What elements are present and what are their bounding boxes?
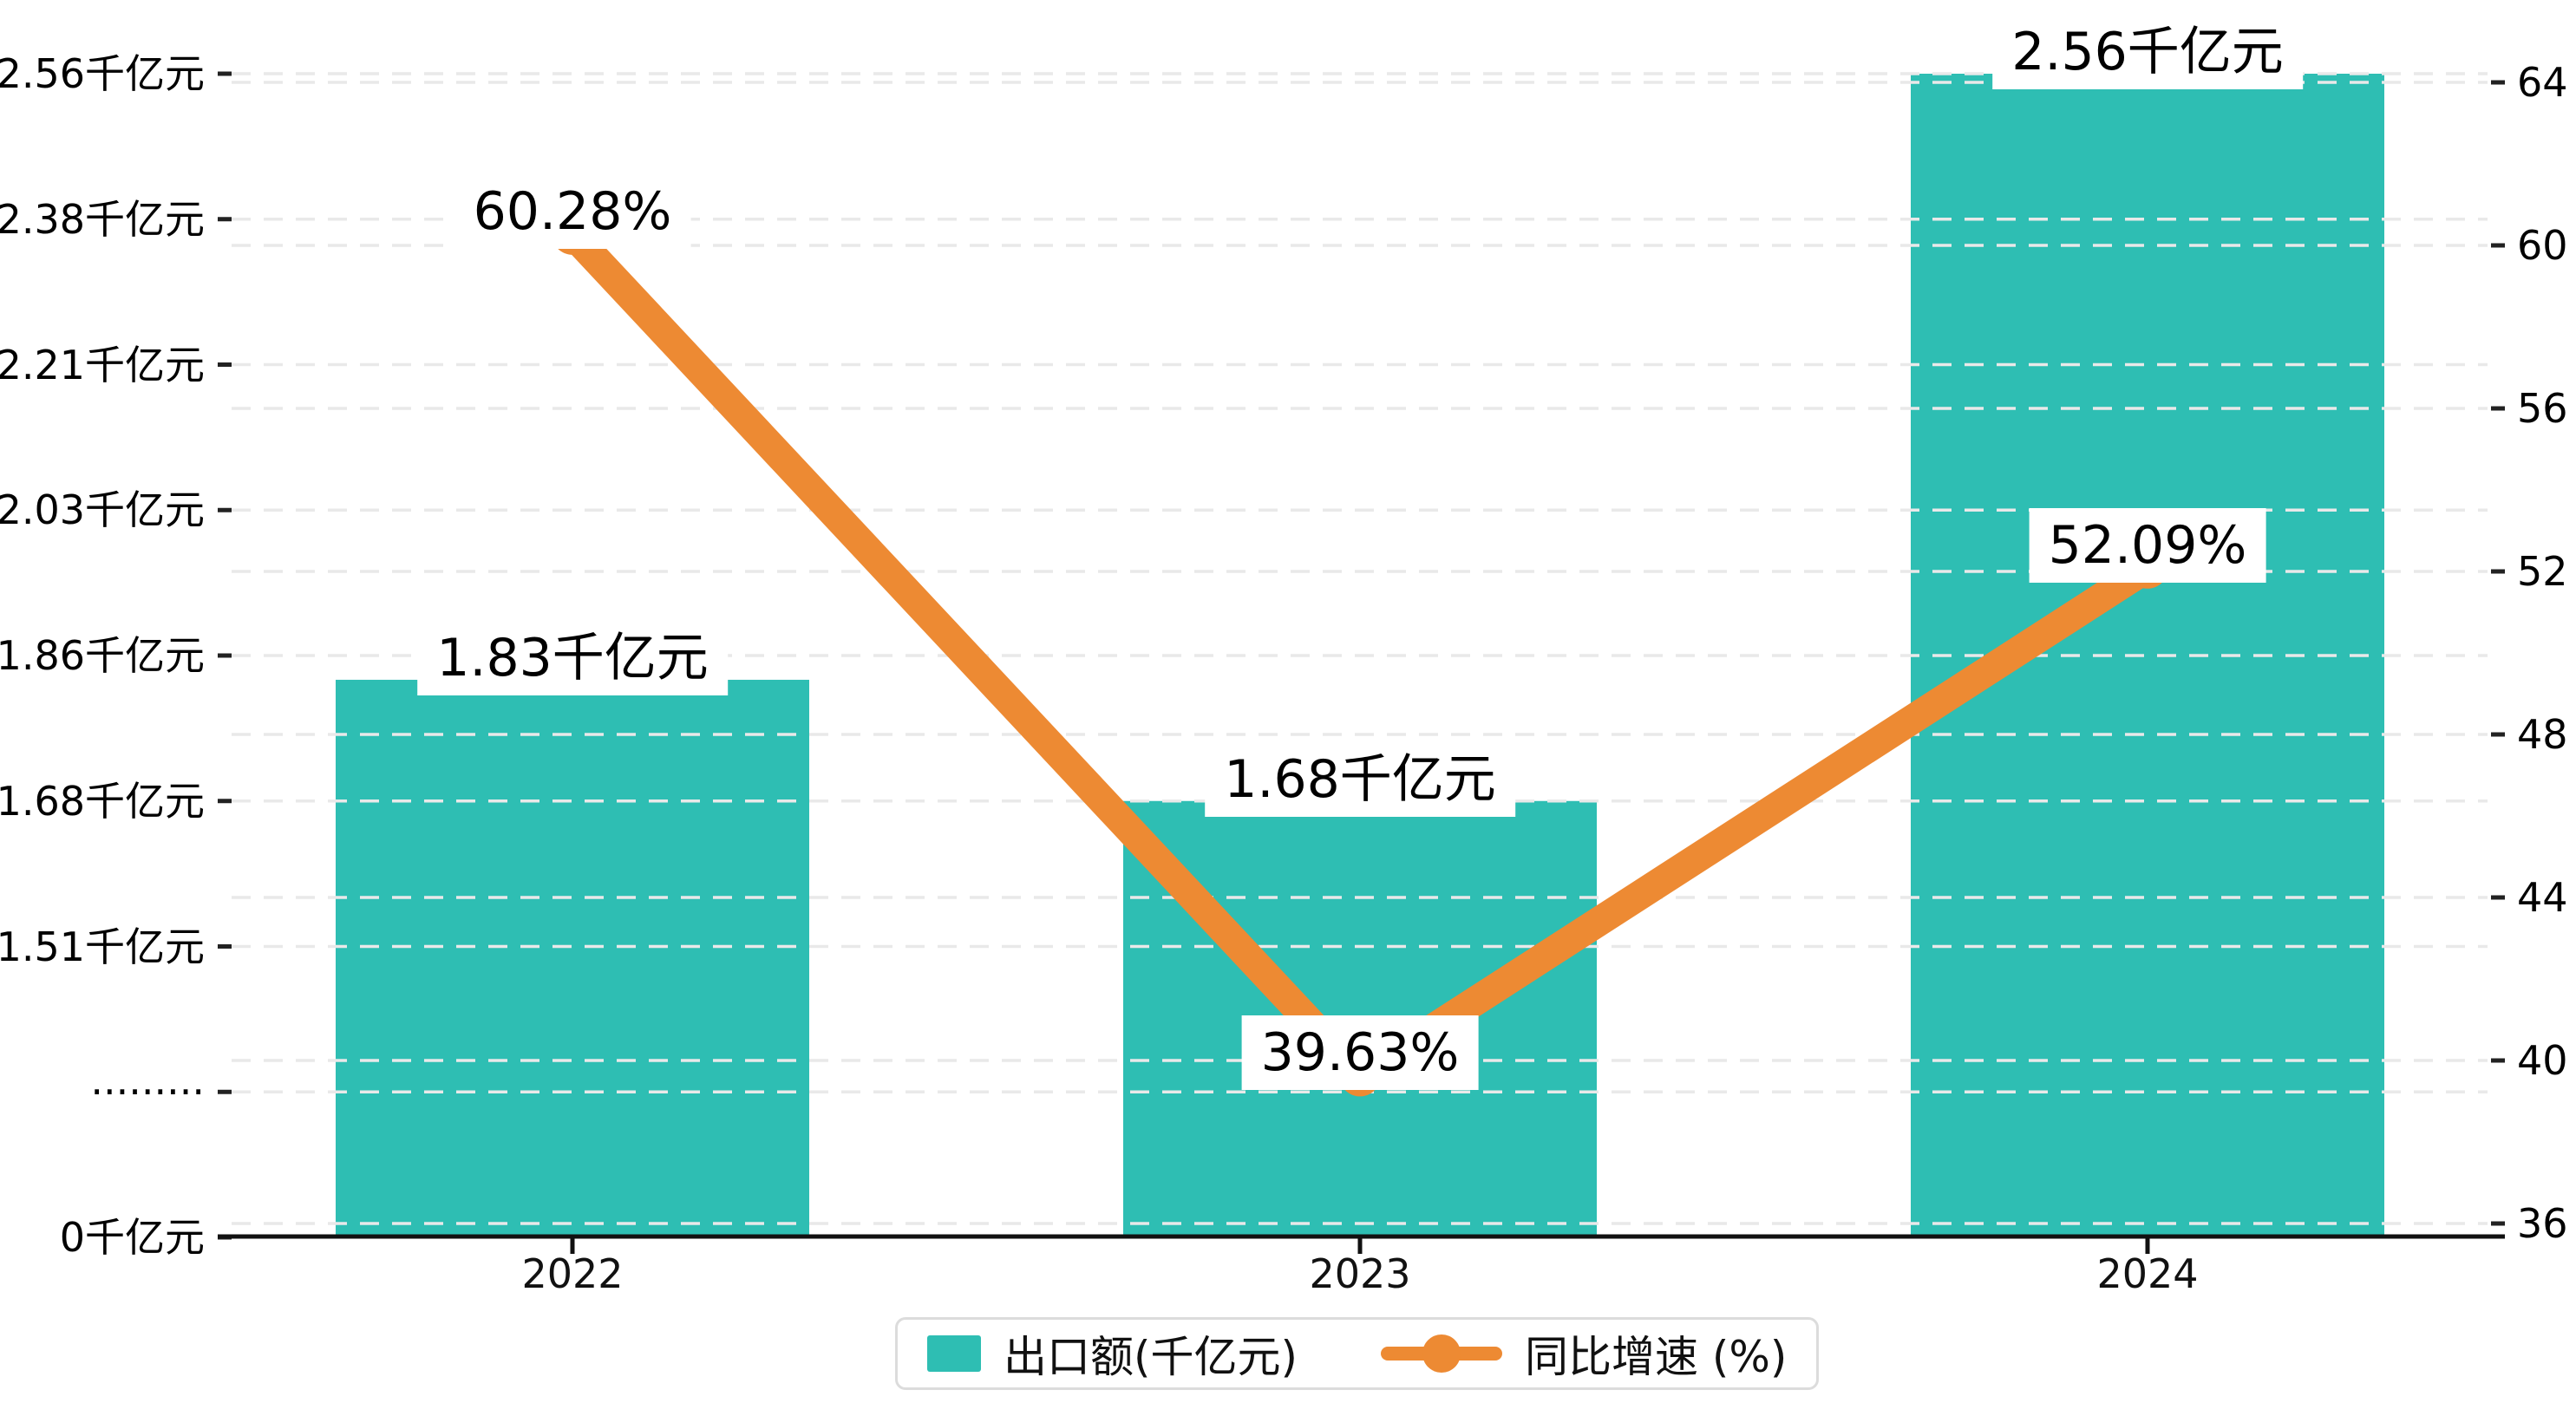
bar-swatch-icon [927, 1335, 981, 1372]
growth-value-label-2022: 60.28% [454, 173, 691, 249]
y-axis-right-tick-label: 36 [2517, 1200, 2568, 1247]
y-axis-right-tick-label: 64 [2517, 59, 2568, 106]
y-axis-left-tick-label: 2.21千亿元 [0, 341, 205, 388]
y-axis-left-tick-label: 0千亿元 [59, 1214, 205, 1261]
x-axis-tick-label: 2024 [2096, 1250, 2199, 1297]
y-axis-right-tick-label: 52 [2517, 548, 2568, 595]
y-axis-left-tick-label: 2.03千亿元 [0, 486, 205, 534]
bar-value-label-2022: 1.83千亿元 [417, 620, 728, 695]
y-axis-left-tick-label: 1.86千亿元 [0, 632, 205, 679]
legend-label-export: 出口额(千亿元) [1004, 1332, 1298, 1382]
growth-value-label-2024: 52.09% [2029, 507, 2266, 583]
y-axis-right-tick-label: 40 [2517, 1037, 2568, 1084]
y-axis-left-tick-label: 2.56千亿元 [0, 50, 205, 97]
bar-2022 [336, 679, 809, 1237]
line-marker-icon [1381, 1334, 1503, 1373]
bar-value-label-2023: 1.68千亿元 [1205, 741, 1515, 817]
growth-value-label-2023: 39.63% [1241, 1015, 1479, 1091]
legend-item-growth: 同比增速 (%) [1381, 1322, 1787, 1385]
legend-item-export: 出口额(千亿元) [927, 1322, 1298, 1385]
y-axis-left-tick-label: 1.51千亿元 [0, 923, 205, 970]
x-axis-tick-label: 2023 [1309, 1250, 1411, 1297]
y-axis-right-tick-label: 48 [2517, 711, 2568, 758]
bar-value-label-2024: 2.56千亿元 [1992, 15, 2303, 89]
x-axis-tick-label: 2022 [521, 1250, 624, 1297]
y-axis-right-tick-label: 56 [2517, 385, 2568, 432]
line-dot-icon [1422, 1334, 1461, 1373]
y-axis-left-tick-label: 2.38千亿元 [0, 195, 205, 243]
legend-label-growth: 同比增速 (%) [1525, 1332, 1788, 1382]
y-axis-right-tick-label: 44 [2517, 874, 2568, 921]
y-axis-left-tick-label: ········· [90, 1068, 205, 1116]
y-axis-left-tick-label: 1.68千亿元 [0, 777, 205, 825]
legend: 出口额(千亿元) 同比增速 (%) [895, 1317, 1820, 1390]
y-axis-right-tick-label: 60 [2517, 222, 2568, 269]
